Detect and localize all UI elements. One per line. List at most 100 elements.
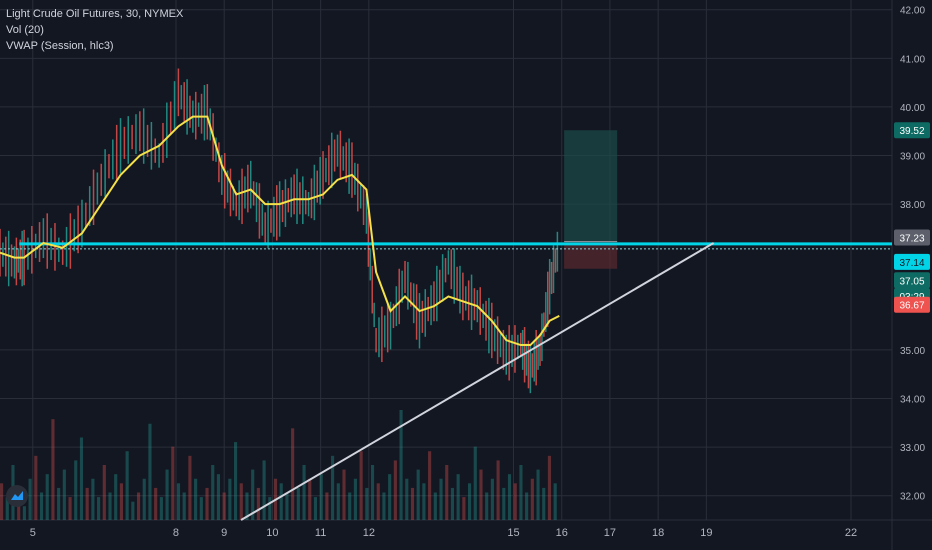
volume-bar bbox=[296, 487, 300, 520]
volume-bar bbox=[171, 446, 175, 520]
volume-bar bbox=[131, 501, 135, 520]
time-tick-label: 18 bbox=[652, 527, 664, 539]
volume-bar bbox=[222, 492, 226, 520]
volume-bar bbox=[490, 478, 494, 520]
volume-bar bbox=[388, 474, 392, 520]
volume-bar bbox=[245, 492, 249, 520]
volume-bar bbox=[79, 437, 84, 520]
volume-bar bbox=[542, 487, 546, 520]
price-badge-label: 37.05 bbox=[899, 276, 924, 287]
legend-symbol[interactable]: Light Crude Oil Futures, 30, NYMEX bbox=[6, 8, 184, 20]
volume-bar bbox=[462, 497, 466, 520]
volume-bar bbox=[376, 483, 380, 520]
volume-bar bbox=[182, 492, 186, 520]
volume-bar bbox=[233, 442, 238, 520]
volume-bar bbox=[188, 455, 192, 520]
ascending-trend-line bbox=[240, 242, 715, 521]
price-tick-label: 34.00 bbox=[900, 395, 925, 406]
volume-bar bbox=[205, 487, 209, 520]
volume-bar bbox=[51, 419, 55, 520]
volume-bar bbox=[467, 483, 472, 520]
volume-bar bbox=[34, 455, 38, 520]
price-badge-label: 36.67 bbox=[899, 301, 924, 312]
volume-bar bbox=[422, 483, 426, 520]
volume-bar bbox=[194, 478, 198, 520]
volume-bar bbox=[199, 497, 203, 520]
volume-bar bbox=[97, 497, 101, 520]
volume-bar bbox=[165, 469, 169, 520]
volume-bar bbox=[473, 446, 477, 520]
volume-bar bbox=[148, 423, 152, 520]
time-tick-label: 19 bbox=[700, 527, 712, 539]
volume-bar bbox=[216, 474, 221, 520]
volume-bar bbox=[211, 465, 215, 520]
price-badge bbox=[894, 253, 930, 270]
time-tick-label: 11 bbox=[315, 527, 326, 539]
volume-bar bbox=[62, 469, 66, 520]
price-badge-label: 39.52 bbox=[899, 126, 924, 137]
price-tick-label: 39.00 bbox=[900, 152, 925, 163]
time-tick-label: 8 bbox=[173, 527, 179, 539]
volume-bar bbox=[313, 497, 318, 520]
volume-bar bbox=[302, 465, 306, 520]
volume-bar bbox=[279, 483, 283, 520]
volume-bar bbox=[547, 455, 552, 520]
volume-bar bbox=[228, 478, 232, 520]
volume-bar bbox=[399, 410, 403, 520]
volume-bar bbox=[22, 506, 26, 520]
volume-bar bbox=[416, 469, 420, 520]
volume-bar bbox=[507, 474, 512, 520]
volume-bar bbox=[382, 492, 386, 520]
price-badge-label: 37.23 bbox=[899, 234, 924, 245]
volume-bar bbox=[308, 478, 312, 520]
volume-bar bbox=[159, 497, 163, 520]
time-tick-label: 16 bbox=[556, 527, 568, 539]
volume-bar bbox=[428, 451, 432, 520]
volume-bar bbox=[5, 497, 9, 520]
price-badge-label: 37.14 bbox=[899, 258, 924, 269]
volume-bar bbox=[256, 487, 260, 520]
price-tick-label: 35.00 bbox=[900, 346, 925, 357]
time-tick-label: 17 bbox=[604, 527, 616, 539]
volume-bar bbox=[405, 478, 409, 520]
time-tick-label: 15 bbox=[507, 527, 519, 539]
volume-bar bbox=[176, 483, 181, 520]
volume-bar bbox=[319, 474, 323, 520]
legend-vwap[interactable]: VWAP (Session, hlc3) bbox=[6, 40, 114, 52]
time-tick-label: 9 bbox=[221, 527, 227, 539]
volume-bar bbox=[525, 492, 529, 520]
price-tick-label: 38.00 bbox=[900, 200, 925, 211]
volume-bar bbox=[239, 483, 243, 520]
volume-bar bbox=[331, 455, 335, 520]
volume-bar bbox=[136, 492, 141, 520]
volume-bar bbox=[433, 492, 437, 520]
time-tick-label: 22 bbox=[845, 527, 857, 539]
price-badge bbox=[894, 122, 930, 139]
time-tick-label: 10 bbox=[266, 527, 278, 539]
volume-bar bbox=[439, 478, 443, 520]
volume-bar bbox=[91, 478, 95, 520]
volume-bar bbox=[251, 469, 255, 520]
volume-bar bbox=[142, 478, 146, 520]
volume-bar bbox=[519, 465, 523, 520]
volume-bar bbox=[348, 492, 352, 520]
volume-bar bbox=[325, 492, 329, 520]
volume-bar bbox=[102, 465, 106, 520]
volume-bar bbox=[513, 483, 517, 520]
vwap-line bbox=[0, 115, 560, 347]
volume-bar bbox=[536, 469, 540, 520]
volume-bar bbox=[365, 487, 369, 520]
price-tick-label: 32.00 bbox=[900, 492, 925, 503]
volume-bar bbox=[479, 469, 483, 520]
volume-bar bbox=[393, 460, 397, 520]
volume-bar bbox=[108, 492, 112, 520]
volume-bar bbox=[0, 483, 4, 520]
price-tick-label: 40.00 bbox=[900, 103, 925, 114]
tradingview-logo-icon bbox=[6, 485, 28, 507]
chart-legend: Light Crude Oil Futures, 30, NYMEX Vol (… bbox=[6, 6, 183, 54]
volume-bar bbox=[450, 487, 455, 520]
volume-bar bbox=[456, 474, 460, 520]
legend-volume[interactable]: Vol (20) bbox=[6, 24, 44, 36]
